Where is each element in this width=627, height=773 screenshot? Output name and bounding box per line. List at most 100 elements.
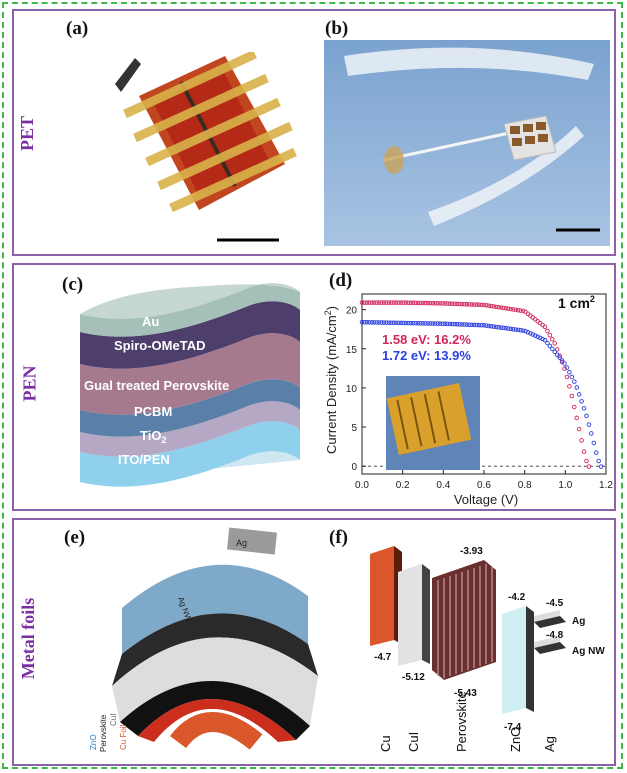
data-point-series-1 <box>435 301 440 306</box>
data-point-series-1 <box>359 300 365 305</box>
data-point-series-1 <box>386 300 392 305</box>
data-point-series-2 <box>410 320 416 326</box>
x-tick-label: 1.0 <box>558 480 572 491</box>
data-point-series-2 <box>484 323 489 328</box>
y-tick-label: 20 <box>346 306 358 317</box>
material-label-cu: Cu <box>378 735 393 752</box>
data-point-series-2 <box>450 321 455 327</box>
data-point-series-2 <box>415 321 421 326</box>
data-point-series-2 <box>515 327 521 333</box>
photo-flexible-module <box>115 52 297 242</box>
panel-label-d: (d) <box>329 270 353 291</box>
inset-photo <box>386 376 480 470</box>
data-point-series-2 <box>386 320 392 325</box>
data-point-series-2 <box>498 325 504 330</box>
chart-annotation: 1 cm <box>558 295 590 311</box>
data-point-series-2 <box>532 333 538 338</box>
data-point-series-2 <box>408 320 414 326</box>
data-point-series-1 <box>481 302 487 308</box>
section-label-pen: PEN <box>19 365 40 402</box>
layer-ito-pen <box>80 421 300 487</box>
data-point-series-2 <box>362 319 367 325</box>
data-point-series-2 <box>525 330 531 335</box>
data-point-series-2 <box>535 334 540 340</box>
data-point-series-1 <box>476 302 482 308</box>
data-point-series-2 <box>518 327 523 333</box>
data-point-series-2 <box>559 358 565 363</box>
data-point-series-2 <box>547 343 553 349</box>
layer-au <box>80 283 300 337</box>
data-point-series-2 <box>537 335 543 341</box>
data-point-series-1 <box>462 301 467 307</box>
chart-annotation-sup: 2 <box>590 294 595 304</box>
data-point-series-1 <box>501 305 506 311</box>
data-point-series-1 <box>410 300 416 306</box>
data-point-series-1 <box>567 384 572 389</box>
data-point-series-2 <box>376 320 382 325</box>
data-point-series-1 <box>440 301 445 306</box>
x-tick-label: 1.2 <box>599 480 613 491</box>
y-tick-label: 0 <box>351 462 357 473</box>
layer-label: ITO/PEN <box>118 452 170 467</box>
data-point-series-2 <box>403 320 409 326</box>
panel-label-a: (a) <box>66 18 89 39</box>
y-axis-label-end: ) <box>324 306 339 310</box>
data-point-series-1 <box>579 438 584 443</box>
stack-label-zno: ZnO <box>89 734 98 750</box>
data-point-series-2 <box>552 349 558 355</box>
data-point-series-1 <box>554 347 560 352</box>
data-point-series-2 <box>528 331 533 336</box>
data-point-series-2 <box>562 361 567 366</box>
data-point-series-1 <box>518 308 523 313</box>
data-point-series-1 <box>513 307 518 313</box>
data-point-series-1 <box>423 300 428 306</box>
layer-label: Spiro-OMeTAD <box>114 338 205 353</box>
data-point-series-1 <box>425 300 431 306</box>
data-point-series-2 <box>511 326 516 332</box>
cu-block <box>370 546 402 646</box>
data-point-series-1 <box>389 300 394 305</box>
section-label-pet: PET <box>17 115 38 152</box>
data-point-series-1 <box>562 366 567 371</box>
data-point-series-1 <box>406 300 411 305</box>
data-point-series-2 <box>445 321 450 327</box>
data-point-series-1 <box>369 300 375 305</box>
data-point-series-2 <box>420 321 426 326</box>
data-point-series-1 <box>445 301 450 306</box>
data-point-series-2 <box>393 320 399 326</box>
data-point-series-2 <box>462 322 467 327</box>
layer-pcbm <box>80 379 300 437</box>
data-point-series-1 <box>496 304 501 310</box>
data-point-series-1 <box>503 306 509 311</box>
layer-spiro <box>80 301 300 369</box>
data-point-series-2 <box>589 431 594 436</box>
legend-entry-1: 1.58 eV: 16.2% <box>382 332 471 347</box>
data-point-series-2 <box>576 392 582 397</box>
data-point-series-1 <box>376 300 382 305</box>
data-point-series-1 <box>362 300 367 305</box>
jv-chart: Current Density (mA/cm2) Voltage (V) 1 c… <box>323 293 613 507</box>
data-point-series-2 <box>396 320 401 326</box>
data-point-series-2 <box>550 346 555 352</box>
data-point-series-2 <box>374 320 379 325</box>
data-point-series-2 <box>542 337 548 343</box>
device-stack-pen: Au Spiro-OMeTAD Gual treated Perovskite … <box>80 283 300 487</box>
data-point-series-2 <box>369 320 375 325</box>
y-axis-label: Current Density (mA/cm <box>324 315 339 454</box>
data-point-series-2 <box>389 320 394 325</box>
y-tick-label: 5 <box>351 423 357 434</box>
level-ag: -4.5 <box>546 598 564 609</box>
data-point-series-1 <box>586 464 592 469</box>
material-label-perovskite: Perovskite <box>454 691 469 752</box>
data-point-series-2 <box>520 328 526 333</box>
data-point-series-2 <box>437 321 443 326</box>
data-point-series-2 <box>428 321 433 326</box>
data-point-series-2 <box>593 450 599 455</box>
data-point-series-1 <box>491 304 497 309</box>
data-point-series-1 <box>545 328 550 334</box>
data-point-series-1 <box>401 300 406 305</box>
data-point-series-1 <box>581 449 587 454</box>
data-point-series-1 <box>447 301 453 306</box>
data-point-series-2 <box>447 321 453 327</box>
